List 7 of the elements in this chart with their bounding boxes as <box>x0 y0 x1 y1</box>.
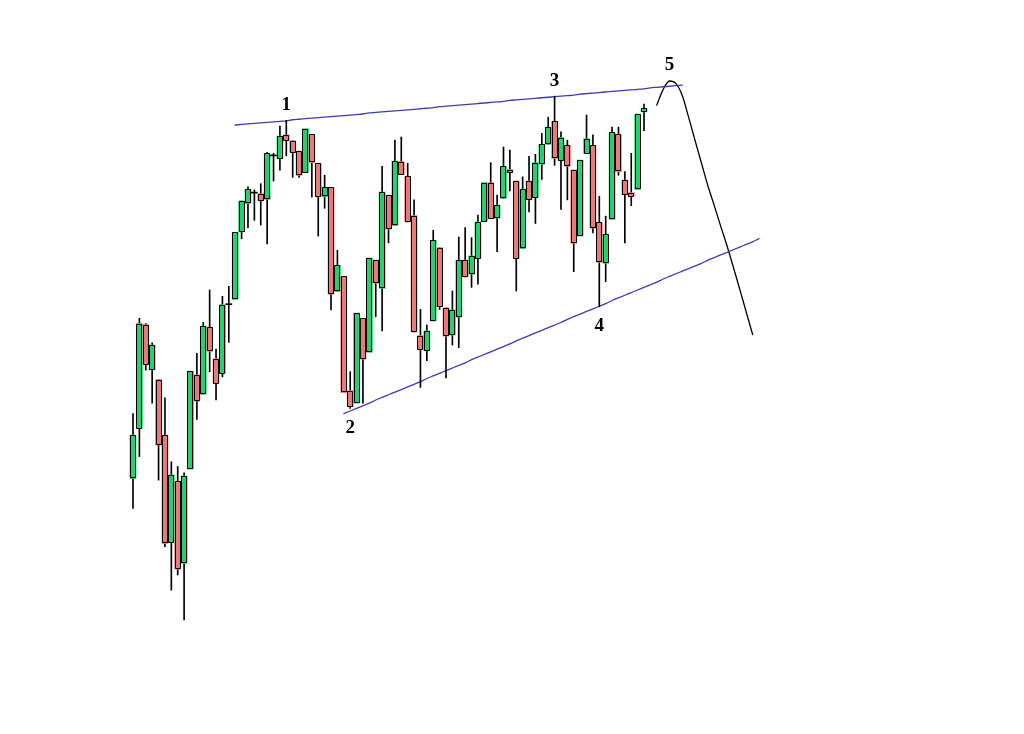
annotation: 4 <box>594 314 605 336</box>
candlestick <box>640 103 648 132</box>
annotation: 1 <box>281 92 292 114</box>
candlestick <box>634 113 641 190</box>
annotation: 3 <box>549 68 560 90</box>
annotation: 5 <box>664 53 675 75</box>
annotation: 2 <box>345 415 355 437</box>
